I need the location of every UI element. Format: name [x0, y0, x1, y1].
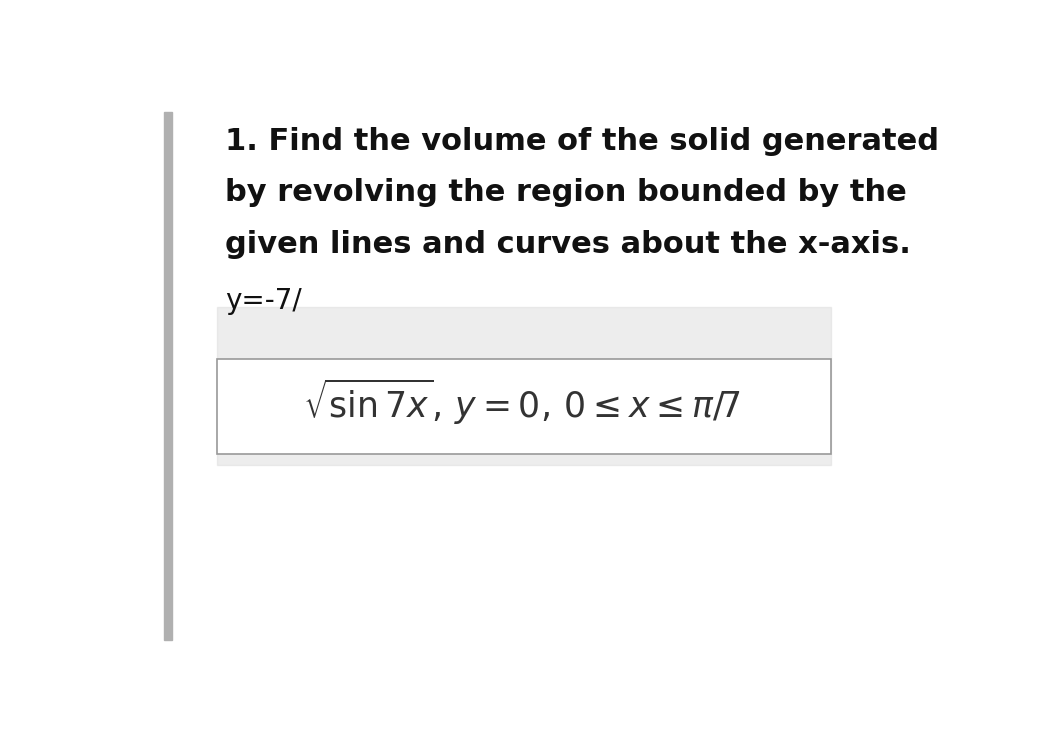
- Bar: [216, 308, 832, 465]
- Text: given lines and curves about the x-axis.: given lines and curves about the x-axis.: [225, 230, 910, 259]
- Text: 1. Find the volume of the solid generated: 1. Find the volume of the solid generate…: [225, 127, 939, 156]
- Text: by revolving the region bounded by the: by revolving the region bounded by the: [225, 178, 906, 207]
- Bar: [164, 112, 171, 640]
- Text: y=-7/: y=-7/: [225, 288, 301, 315]
- Text: $\sqrt{\sin7x},\, y = 0,\, 0 \leq x \leq \pi/7$: $\sqrt{\sin7x},\, y = 0,\, 0 \leq x \leq…: [303, 377, 740, 427]
- FancyBboxPatch shape: [216, 359, 832, 454]
